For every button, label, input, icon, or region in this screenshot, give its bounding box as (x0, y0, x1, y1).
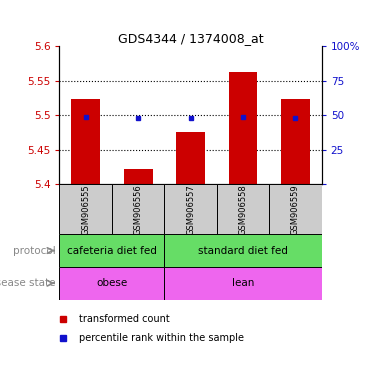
Text: transformed count: transformed count (79, 314, 169, 324)
Bar (281, 99, 310, 184)
Text: cafeteria diet fed: cafeteria diet fed (67, 245, 157, 256)
Text: obese: obese (96, 278, 128, 288)
Text: GSM906559: GSM906559 (291, 184, 300, 235)
Text: protocol: protocol (13, 245, 56, 256)
Bar (164, 184, 217, 234)
Bar (71, 99, 100, 184)
Text: GSM906557: GSM906557 (186, 184, 195, 235)
Text: GSM906556: GSM906556 (134, 184, 142, 235)
Text: percentile rank within the sample: percentile rank within the sample (79, 333, 244, 343)
Bar (217, 184, 269, 234)
Title: GDS4344 / 1374008_at: GDS4344 / 1374008_at (118, 32, 264, 45)
Text: standard diet fed: standard diet fed (198, 245, 288, 256)
Text: GSM906555: GSM906555 (81, 184, 90, 235)
Text: GSM906558: GSM906558 (239, 184, 247, 235)
Bar (59, 184, 112, 234)
Bar (59, 267, 164, 300)
Bar (229, 72, 257, 184)
Bar (164, 234, 322, 267)
Bar (164, 267, 322, 300)
Bar (59, 234, 164, 267)
Bar (269, 184, 322, 234)
Bar (176, 132, 205, 184)
Bar (124, 169, 152, 184)
Text: disease state: disease state (0, 278, 56, 288)
Text: lean: lean (232, 278, 254, 288)
Bar (112, 184, 164, 234)
